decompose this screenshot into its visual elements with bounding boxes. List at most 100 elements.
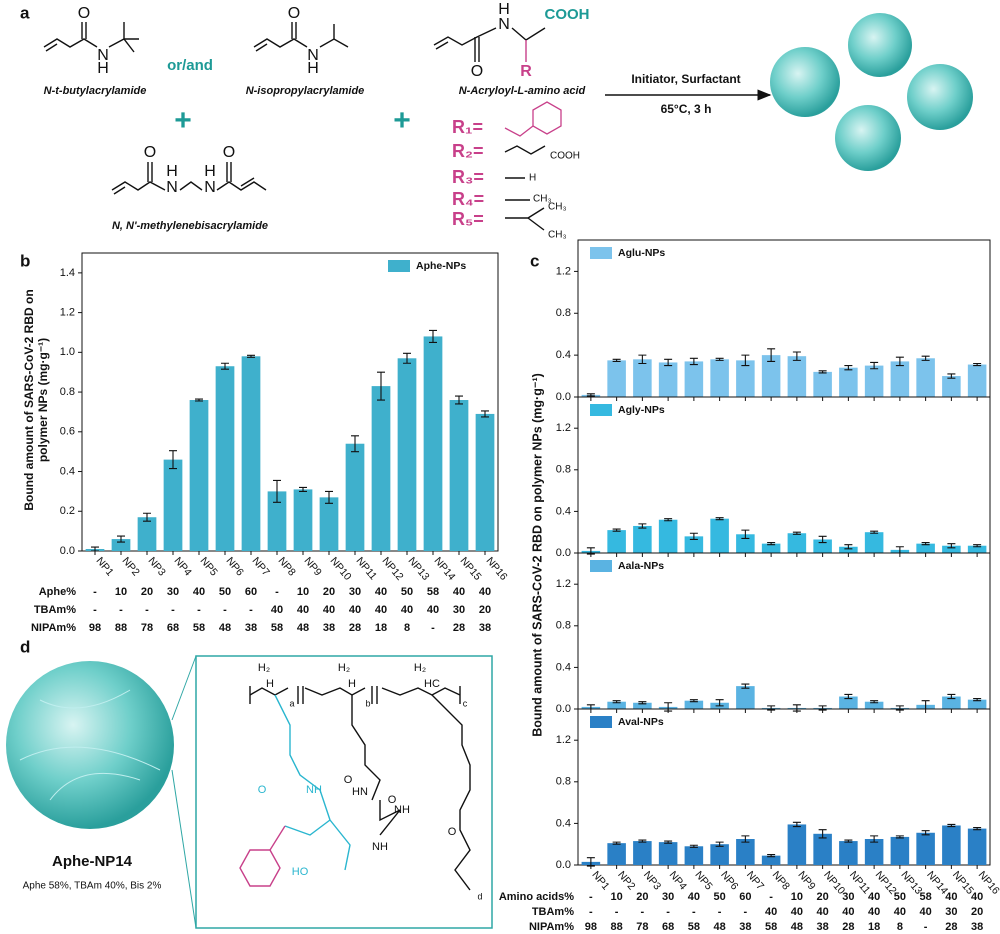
bar: [633, 359, 652, 397]
polymer-label: H: [348, 678, 356, 690]
x-tick-label: NP6: [224, 555, 246, 578]
nanoparticles: [6, 13, 973, 929]
legend-label: Agly-NPs: [618, 404, 665, 416]
monomer-name: N-t-butylacrylamide: [44, 85, 147, 97]
plot-frame: [81, 252, 499, 552]
error-bar: [818, 370, 827, 374]
error-bar: [117, 535, 125, 543]
y-tick-label: 0.8: [556, 620, 571, 632]
atom-label: H: [97, 60, 109, 77]
polymer-label: HC: [424, 678, 440, 690]
y-tick-label: 0.0: [556, 859, 571, 871]
y-tick-label: 0.8: [556, 307, 571, 319]
x-tick-label: NP6: [718, 869, 740, 892]
bar: [761, 543, 781, 553]
error-bar: [664, 840, 673, 844]
table-cell: 30: [453, 604, 465, 616]
atom-label: O: [144, 144, 156, 161]
table-cell: 10: [611, 891, 623, 903]
error-bar: [792, 531, 801, 535]
table-cell: 40: [401, 604, 413, 616]
bar: [319, 497, 339, 551]
y-tick-label: 1.4: [60, 267, 75, 279]
bar: [761, 355, 781, 397]
r-group-label: R₂=: [452, 141, 484, 161]
y-tick-label: 1.2: [556, 422, 571, 434]
x-tick-label: NP5: [692, 869, 714, 892]
legend-swatch: [590, 716, 612, 728]
error-bar: [664, 702, 673, 712]
atom-label: R: [520, 63, 532, 80]
error-bar: [973, 827, 982, 831]
table-cell: 78: [141, 622, 153, 634]
bar: [839, 696, 858, 709]
error-bar: [767, 348, 776, 362]
table-cell: 40: [453, 586, 465, 598]
table-cell: 20: [479, 604, 491, 616]
error-bar: [921, 542, 930, 546]
bar: [633, 702, 652, 709]
table-cell: 10: [115, 586, 127, 598]
y-tick-label: 1.2: [556, 265, 571, 277]
plus-sign: +: [174, 104, 192, 137]
error-bar: [973, 698, 982, 702]
bar: [371, 386, 391, 551]
atom-label: O: [223, 144, 235, 161]
r-group-label: R₅=: [452, 209, 484, 229]
y-tick-label: 0.8: [556, 464, 571, 476]
polymer-bonds: [239, 686, 471, 891]
error-bar: [870, 700, 879, 704]
table-cell: 48: [297, 622, 309, 634]
bar: [215, 366, 235, 551]
x-tick-label: NP9: [302, 555, 324, 578]
polymer-label: HN: [352, 786, 368, 798]
table-cell: 58: [765, 921, 777, 933]
bar: [607, 843, 626, 865]
legend-swatch: [590, 404, 612, 416]
error-bar: [91, 546, 99, 552]
table-cell: 40: [971, 891, 983, 903]
bar: [942, 376, 961, 397]
legend-label: Aphe-NPs: [416, 260, 466, 272]
x-tick-label: NP7: [250, 555, 272, 578]
table-cell: -: [275, 586, 279, 598]
table-cell: 40: [297, 604, 309, 616]
bar: [967, 828, 987, 865]
error-bar: [638, 839, 647, 843]
panel-letter: b: [20, 251, 30, 270]
legend-label: Aval-NPs: [618, 716, 664, 728]
error-bar: [586, 857, 595, 867]
bar: [787, 356, 807, 397]
atom-label: O: [288, 5, 300, 22]
error-bar: [741, 354, 750, 367]
bar: [890, 361, 910, 397]
y-axis-label: Bound amount of SARS-CoV-2 RBD on polyme…: [530, 373, 544, 737]
error-bar: [947, 373, 956, 379]
error-bar: [481, 410, 489, 418]
table-cell: 78: [636, 921, 648, 933]
y-tick-label: 0.4: [556, 505, 571, 517]
error-bar: [638, 354, 647, 365]
x-tick-label: NP10: [328, 555, 354, 583]
error-bar: [973, 362, 982, 367]
bar: [813, 539, 832, 553]
bar: [111, 539, 131, 551]
bar: [658, 519, 678, 553]
table-cell: -: [641, 906, 645, 918]
y-tick-label: 0.0: [556, 391, 571, 403]
bar: [137, 517, 157, 551]
y-tick-label: 0.4: [556, 817, 571, 829]
table-cell: -: [692, 906, 696, 918]
table-cell: 40: [868, 891, 880, 903]
particle-name: Aphe-NP14: [52, 853, 133, 870]
bar: [633, 841, 652, 865]
polymer-label: H₂: [414, 662, 426, 674]
error-bar: [273, 479, 281, 503]
bar: [839, 546, 858, 553]
table-cell: 98: [585, 921, 597, 933]
atom-label: H: [166, 163, 178, 180]
atom-label: N: [204, 179, 216, 196]
table-cell: 60: [245, 586, 257, 598]
error-bar: [638, 523, 647, 529]
y-axis-label: Bound amount of SARS-CoV-2 RBD on: [22, 289, 36, 510]
